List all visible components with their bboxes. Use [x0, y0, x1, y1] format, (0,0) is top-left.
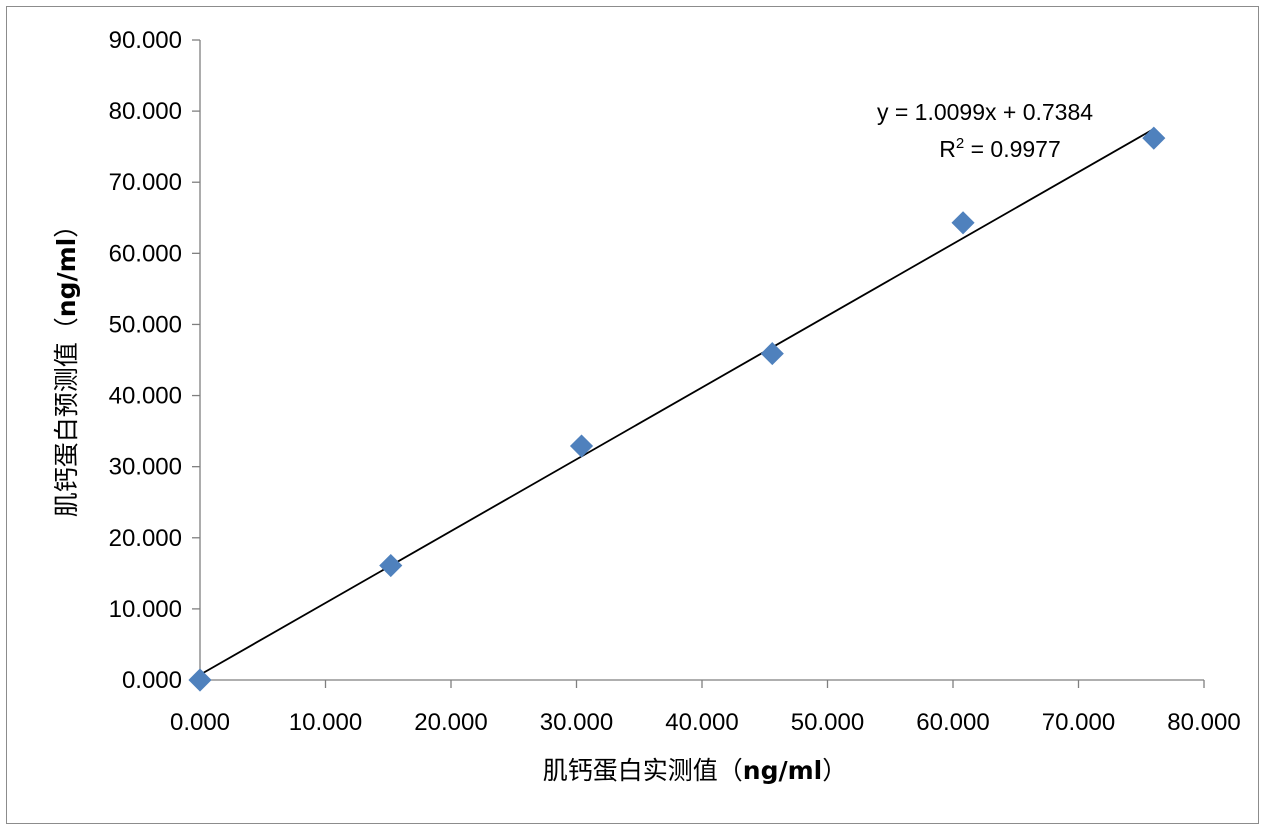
r-squared-superscript: 2: [956, 135, 964, 152]
data-points: [188, 126, 1166, 692]
y-axis-ticks: 0.000 10.000 20.000 30.000 40.000 50.000 60.00…: [109, 27, 200, 694]
y-axis-title-unit: ng/ml: [52, 238, 81, 317]
data-point-marker: [1142, 126, 1166, 150]
data-point-marker: [951, 211, 975, 235]
x-axis-title-unit: ng/ml: [743, 756, 822, 785]
x-tick-label: 70.000: [1042, 709, 1115, 736]
y-tick-label: 40.000: [109, 383, 182, 410]
x-tick-label: 10.000: [289, 709, 362, 736]
x-tick-label: 80.000: [1167, 709, 1240, 736]
trendline-equation: y = 1.0099x + 0.7384: [877, 99, 1093, 125]
y-tick-label: 10.000: [109, 596, 182, 623]
x-tick-label: 50.000: [791, 709, 864, 736]
y-axis-title-suffix: ）: [52, 213, 81, 238]
x-tick-label: 40.000: [665, 709, 738, 736]
data-point-marker: [188, 668, 212, 692]
data-point-marker: [569, 434, 594, 458]
x-axis-title-suffix: ）: [822, 756, 847, 785]
y-tick-label: 30.000: [109, 454, 182, 481]
chart-frame: [6, 6, 1259, 824]
x-tick-label: 30.000: [540, 709, 613, 736]
y-tick-label: 60.000: [109, 240, 182, 267]
y-tick-label: 70.000: [109, 169, 182, 196]
y-axis-title: 肌钙蛋白预测值（ng/ml）: [52, 213, 81, 517]
trendline: [199, 128, 1155, 676]
y-tick-label: 80.000: [109, 98, 182, 125]
x-tick-label: 0.000: [170, 709, 230, 736]
data-point-marker: [379, 553, 403, 578]
r-squared-value: = 0.9977: [964, 136, 1061, 162]
y-tick-label: 20.000: [109, 525, 182, 552]
x-tick-label: 20.000: [414, 709, 487, 736]
x-axis-title-prefix: 肌钙蛋白实测值（: [543, 756, 743, 785]
r-squared-prefix: R: [939, 136, 956, 162]
x-axis-ticks: 0.000 10.000 20.000 30.000 40.000 50.000 60.00…: [170, 680, 1241, 736]
data-point-marker: [760, 342, 784, 366]
r-squared-label: R2 = 0.9977: [939, 135, 1061, 162]
y-tick-label: 0.000: [122, 667, 182, 694]
y-axis-title-prefix: 肌钙蛋白预测值（: [52, 317, 81, 517]
y-tick-label: 50.000: [109, 311, 182, 338]
x-axis-title: 肌钙蛋白实测值（ng/ml）: [543, 756, 847, 785]
y-tick-label: 90.000: [109, 27, 182, 54]
x-tick-label: 60.000: [916, 709, 989, 736]
